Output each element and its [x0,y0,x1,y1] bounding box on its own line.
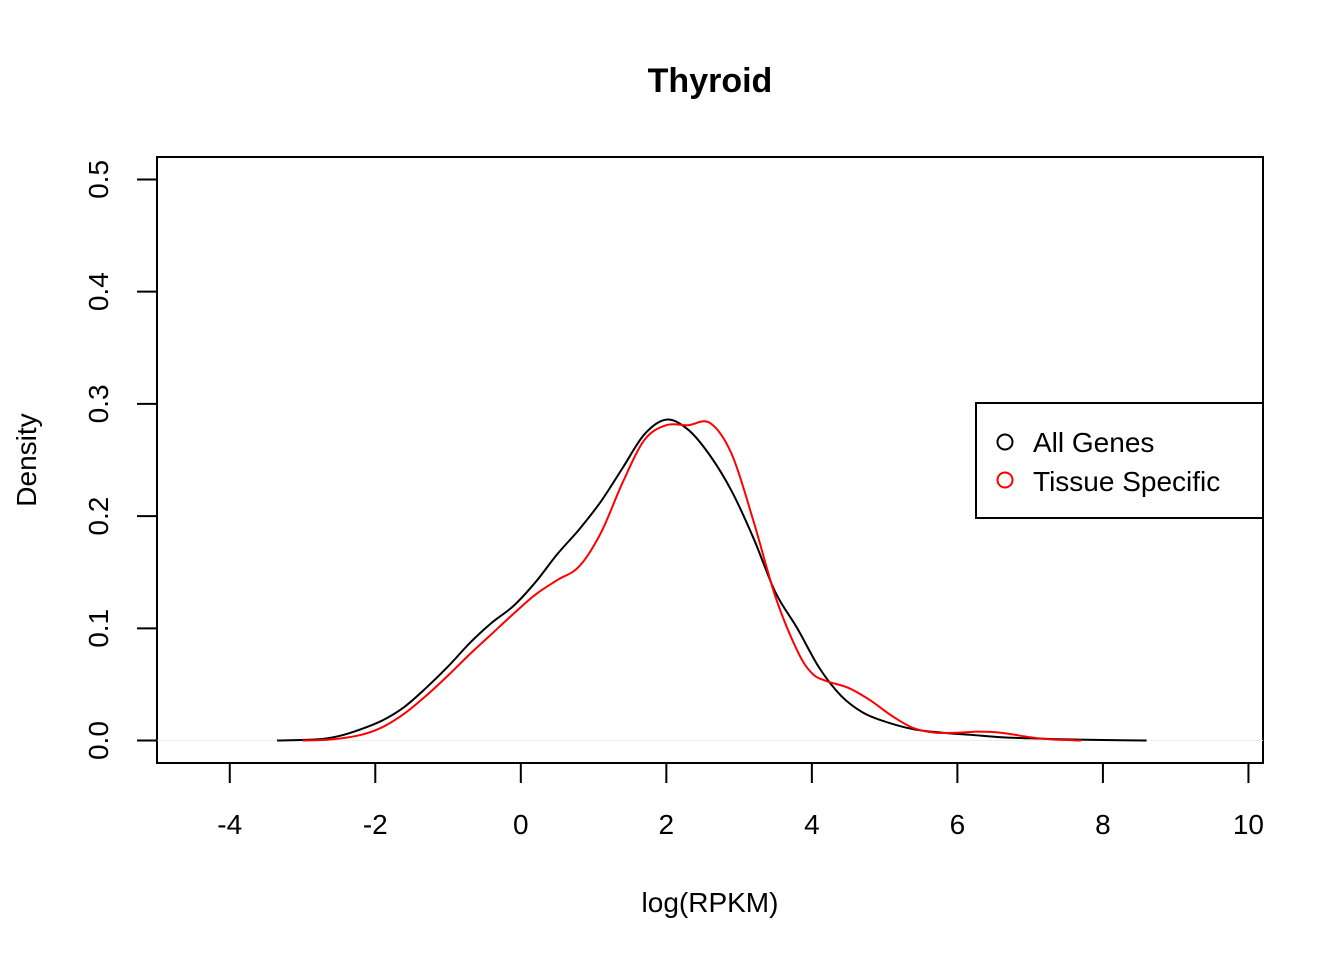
legend-label-all-genes: All Genes [1033,427,1154,458]
legend-marker-all-genes [996,433,1014,451]
x-tick-label: -2 [363,809,388,840]
y-axis-label: Density [11,413,42,506]
x-axis-label: log(RPKM) [642,887,779,918]
y-tick-label: 0.0 [83,721,114,760]
x-tick-label: 0 [513,809,529,840]
x-tick-label: 8 [1095,809,1111,840]
y-tick-label: 0.5 [83,160,114,199]
x-tick-label: -4 [217,809,242,840]
y-axis: 0.0 0.1 0.2 0.3 0.4 0.5 [83,160,158,760]
y-tick-label: 0.3 [83,384,114,423]
x-tick-label: 2 [659,809,675,840]
series-lines [277,418,1147,742]
legend-label-tissue-specific: Tissue Specific [1033,466,1220,497]
x-tick-label: 6 [950,809,966,840]
chart-title: Thyroid [648,62,773,100]
legend: All Genes Tissue Specific [975,402,1264,519]
y-tick-label: 0.2 [83,497,114,536]
x-axis: -4 -2 0 2 4 6 8 10 [217,762,1264,840]
x-tick-label: 4 [804,809,820,840]
legend-box [975,402,1264,519]
x-tick-label: 10 [1233,809,1264,840]
y-tick-label: 0.4 [83,272,114,311]
y-tick-label: 0.1 [83,609,114,648]
legend-marker-tissue-specific [996,471,1014,489]
series-line-tissue-specific [302,420,1082,742]
